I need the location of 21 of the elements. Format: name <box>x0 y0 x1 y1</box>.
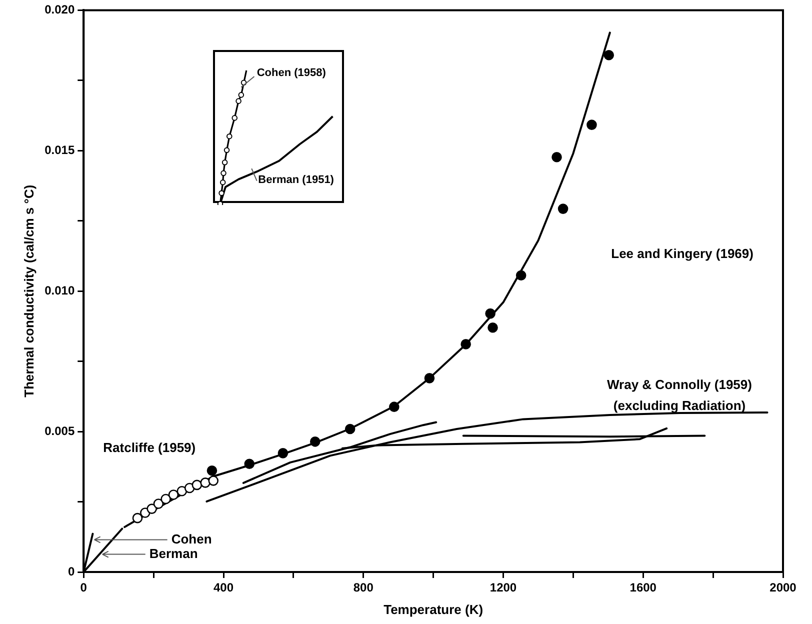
y-tick-label: 0 <box>68 564 75 578</box>
annotation: Ratcliffe (1959) <box>103 440 196 455</box>
annotation: Cohen <box>171 531 212 546</box>
y-tick-label: 0.020 <box>44 2 75 17</box>
annotation: Wray & Connolly (1959) <box>607 377 752 392</box>
x-tick-label: 400 <box>213 580 234 595</box>
x-axis-title: Temperature (K) <box>384 602 484 617</box>
annotation: Lee and Kingery (1969) <box>611 246 754 262</box>
x-tick-label: 1200 <box>490 580 517 595</box>
x-tick-label: 800 <box>353 580 374 595</box>
x-tick-label: 1600 <box>630 580 657 595</box>
y-tick-label: 0.010 <box>44 283 75 298</box>
x-tick-label: 2000 <box>770 580 797 595</box>
annotation: Berman (1951) <box>258 174 334 186</box>
annotation: Berman <box>149 546 198 561</box>
annotation: (excluding Radiation) <box>613 398 746 413</box>
annotation: Cohen (1958) <box>256 66 326 79</box>
y-axis-title: Thermal conductivity (cal/cm s °C) <box>21 184 36 398</box>
y-tick-label: 0.005 <box>44 424 75 438</box>
x-tick-label: 0 <box>80 580 88 595</box>
y-tick-label: 0.015 <box>44 142 75 157</box>
